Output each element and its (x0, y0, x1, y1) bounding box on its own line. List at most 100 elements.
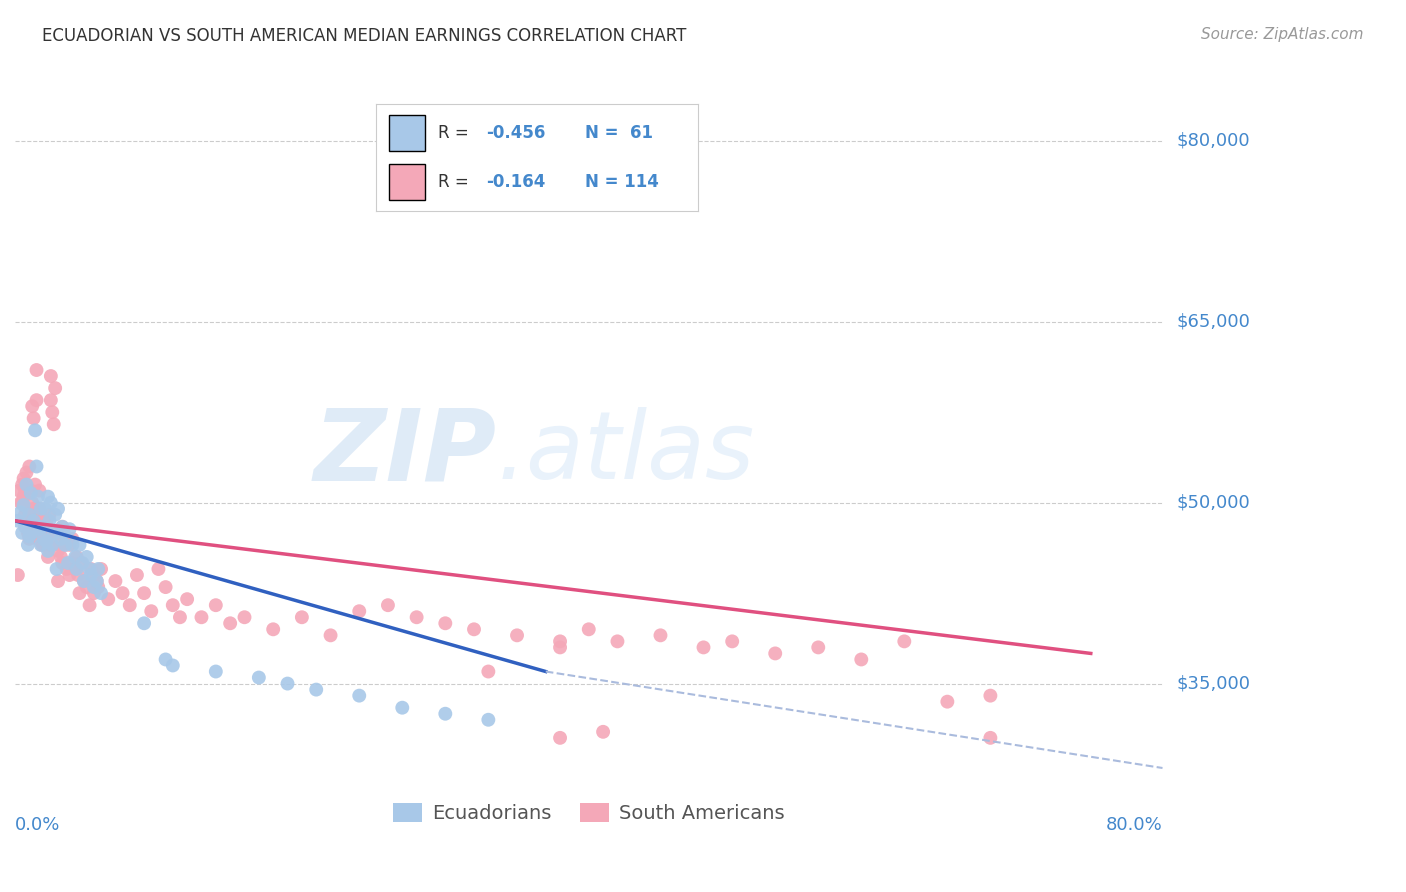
Point (73, 574, 96, 588)
Point (13, 498, 35, 512)
Point (7, 514, 30, 528)
Point (11, 496, 34, 510)
Point (35, 514, 58, 528)
Point (87, 580, 110, 594)
Point (67, 568, 90, 582)
Point (190, 610, 212, 624)
Text: 80.0%: 80.0% (1105, 815, 1163, 834)
Point (377, 598, 399, 612)
Point (48, 538, 70, 552)
Text: ECUADORIAN VS SOUTH AMERICAN MEDIAN EARNINGS CORRELATION CHART: ECUADORIAN VS SOUTH AMERICAN MEDIAN EARN… (42, 27, 686, 45)
Point (578, 623, 600, 637)
Point (14, 508, 37, 522)
Point (58, 538, 80, 552)
Point (22, 514, 45, 528)
Point (58, 522, 80, 536)
Point (17, 525, 39, 540)
Point (14, 483, 37, 498)
Text: $50,000: $50,000 (1177, 493, 1250, 512)
Point (38, 508, 60, 522)
Point (53, 538, 76, 552)
Point (21, 496, 44, 510)
Point (169, 610, 191, 624)
Point (111, 586, 134, 600)
Point (39, 496, 62, 510)
Point (38, 514, 60, 528)
Point (349, 689, 371, 703)
Point (20, 486, 42, 500)
Point (32, 532, 55, 546)
Point (34, 520, 56, 534)
Point (39, 393, 62, 408)
Point (305, 682, 328, 697)
Point (176, 592, 198, 607)
Point (405, 610, 427, 624)
Point (41, 405, 63, 419)
Point (25, 393, 48, 408)
Point (66, 562, 89, 576)
Point (319, 628, 342, 642)
Point (233, 610, 256, 624)
Point (37, 549, 59, 564)
Point (65, 562, 87, 576)
Point (10, 496, 32, 510)
Point (55, 562, 77, 576)
Point (90, 562, 112, 576)
Point (650, 628, 672, 642)
Point (936, 695, 959, 709)
Point (851, 652, 873, 666)
Point (104, 574, 127, 588)
Text: $65,000: $65,000 (1177, 313, 1250, 331)
Text: $80,000: $80,000 (1177, 132, 1250, 150)
Point (118, 598, 141, 612)
Point (25, 459, 48, 474)
Text: ZIP: ZIP (314, 404, 496, 501)
Point (25, 525, 48, 540)
Point (46, 574, 69, 588)
Point (80, 568, 103, 582)
Point (49, 549, 72, 564)
Point (69, 586, 91, 600)
Point (30, 501, 52, 516)
Point (65, 549, 87, 564)
Point (592, 724, 614, 739)
Point (56, 556, 79, 570)
Point (506, 628, 529, 642)
Point (39, 369, 62, 384)
Point (32, 538, 55, 552)
Point (15, 501, 38, 516)
Point (125, 568, 148, 582)
Point (70, 556, 93, 570)
Point (80, 562, 103, 576)
Point (13, 472, 35, 486)
Point (45, 562, 67, 576)
Point (42, 417, 65, 432)
Point (28, 501, 51, 516)
Point (72, 556, 94, 570)
Point (204, 665, 226, 679)
Point (10, 505, 32, 519)
Point (87, 562, 110, 576)
Point (893, 634, 915, 648)
Point (219, 616, 242, 631)
Point (27, 514, 49, 528)
Point (141, 604, 163, 618)
Point (31, 520, 53, 534)
Point (162, 658, 184, 673)
Point (391, 700, 413, 714)
Point (291, 610, 314, 624)
Text: .atlas: .atlas (496, 408, 755, 499)
Point (155, 652, 177, 666)
Point (52, 525, 75, 540)
Point (41, 538, 63, 552)
Point (155, 580, 177, 594)
Point (34, 501, 56, 516)
Point (132, 586, 155, 600)
Point (434, 616, 457, 631)
Point (18, 529, 41, 543)
Point (35, 534, 58, 549)
Point (27, 532, 49, 546)
Point (477, 665, 499, 679)
Point (349, 604, 371, 618)
Point (66, 549, 89, 564)
